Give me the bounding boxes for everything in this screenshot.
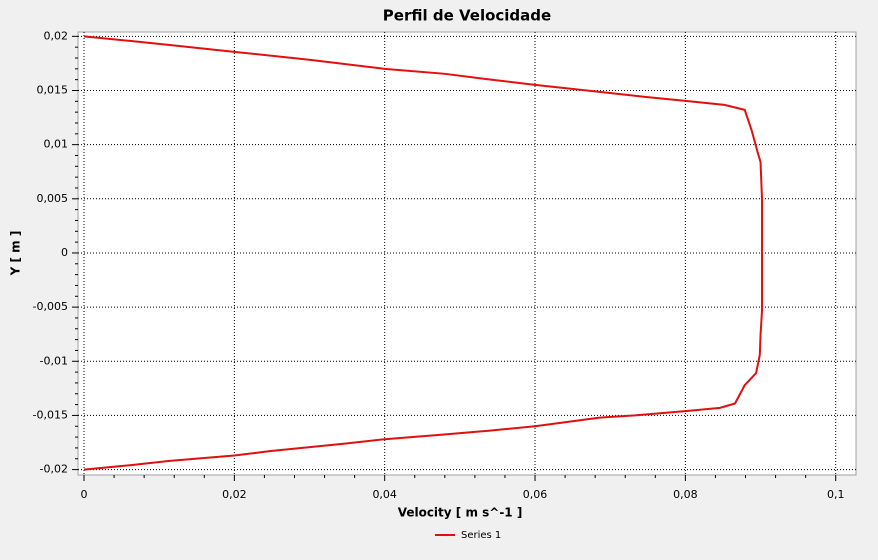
series-line — [83, 35, 764, 471]
legend-label: Series 1 — [461, 530, 501, 541]
x-axis-label: Velocity [ m s^-1 ] — [398, 506, 523, 520]
plot-area — [77, 31, 857, 476]
y-tick-label: 0,02 — [44, 29, 69, 42]
x-tick-label: 0,08 — [673, 488, 698, 501]
y-tick-label: -0,01 — [40, 354, 68, 367]
y-tick-label: 0,015 — [37, 83, 69, 96]
x-tick-label: 0,04 — [372, 488, 397, 501]
y-tick-label: -0,015 — [33, 408, 68, 421]
x-tick-label: 0,06 — [523, 488, 548, 501]
x-tick-label: 0,02 — [222, 488, 247, 501]
x-tick-label: 0 — [81, 488, 88, 501]
y-tick-label: -0,02 — [40, 463, 68, 476]
x-tick-label: 0,1 — [827, 488, 845, 501]
y-axis-label: Y [ m ] — [9, 231, 23, 277]
y-tick-label: -0,005 — [33, 300, 68, 313]
chart-title: Perfil de Velocidade — [383, 7, 551, 25]
y-tick-label: 0,005 — [37, 192, 69, 205]
y-tick-label: 0 — [61, 246, 68, 259]
y-tick-label: 0,01 — [44, 138, 69, 151]
